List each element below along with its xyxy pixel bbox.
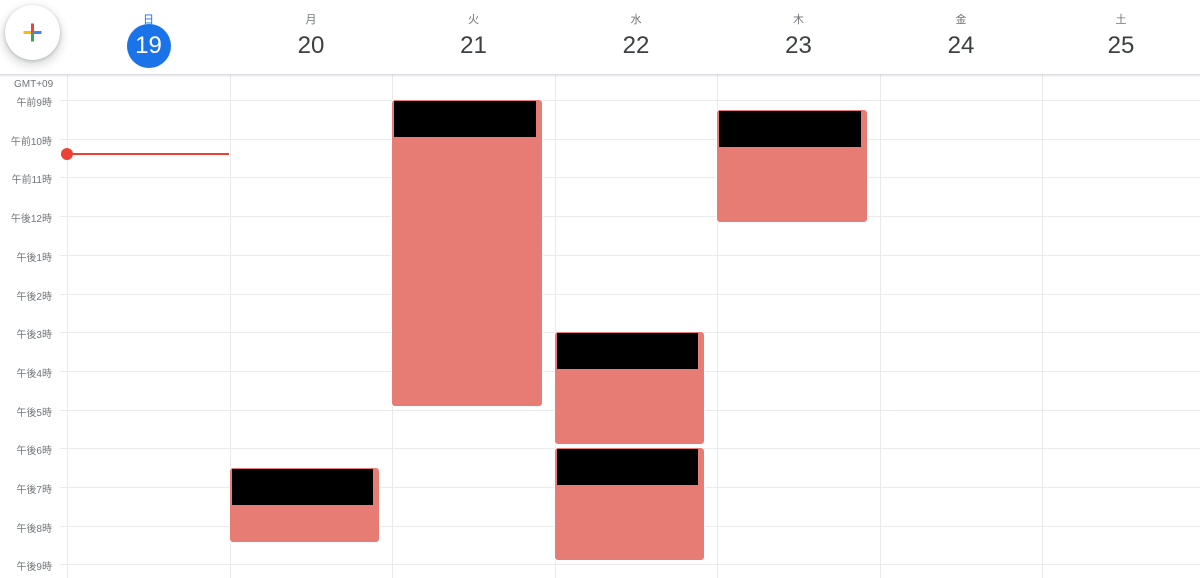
create-button[interactable] (5, 5, 60, 60)
hour-label: 午後4時 (16, 369, 52, 380)
day-of-week-label: 木 (793, 14, 804, 26)
hour-label: 午後5時 (16, 408, 52, 419)
time-grid[interactable]: 午前9時午前10時午前11時午後12時午後1時午後2時午後3時午後4時午後5時午… (0, 74, 1200, 578)
hour-label: 午後12時 (10, 214, 52, 225)
hour-label: 午後6時 (16, 446, 52, 457)
timezone-label: GMT+09 (14, 79, 54, 90)
day-number-button[interactable]: 24 (947, 32, 975, 59)
day-of-week-label: 金 (955, 14, 967, 26)
day-number-button[interactable]: 19 (126, 24, 171, 68)
hour-label: 午前10時 (10, 137, 52, 148)
hour-gridline (60, 100, 1200, 101)
hour-label: 午前9時 (16, 98, 52, 109)
day-number-button[interactable]: 22 (622, 32, 650, 59)
day-header-19: 日 19 (67, 0, 230, 74)
day-header-24: 金 24 (880, 0, 1042, 74)
hour-label: 午前11時 (11, 175, 52, 186)
google-plus-icon (23, 23, 42, 42)
hour-gridline (60, 564, 1200, 565)
day-column-divider (717, 74, 718, 578)
hour-label: 午後2時 (16, 292, 52, 303)
day-column-divider (230, 74, 231, 578)
day-header-21: 火 21 (392, 0, 555, 74)
day-of-week-label: 月 (305, 14, 317, 26)
redacted-event-title (557, 333, 698, 369)
calendar-event[interactable] (717, 110, 867, 222)
week-header: 日 19 月 20 火 21 水 22 木 23 金 24 土 25 (0, 0, 1200, 75)
current-time-dot (61, 148, 73, 160)
day-column-divider (880, 74, 881, 578)
hour-gridline (60, 139, 1200, 140)
hour-label: 午後3時 (16, 330, 52, 341)
hour-gridline (60, 177, 1200, 178)
day-number-button[interactable]: 20 (297, 32, 325, 59)
day-column-divider (67, 74, 68, 578)
day-header-23: 木 23 (717, 0, 880, 74)
redacted-event-title (394, 101, 536, 137)
day-column-divider (555, 74, 556, 578)
hour-label: 午後7時 (16, 485, 52, 496)
hour-gridline (60, 294, 1200, 295)
calendar-event[interactable] (555, 332, 704, 444)
day-of-week-label: 土 (1115, 14, 1127, 26)
day-header-25: 土 25 (1042, 0, 1200, 74)
day-of-week-label: 火 (468, 14, 479, 26)
day-of-week-label: 日 (143, 14, 154, 26)
redacted-event-title (232, 469, 373, 505)
day-of-week-label: 水 (630, 14, 642, 26)
day-column-divider (1042, 74, 1043, 578)
calendar-event[interactable] (555, 448, 704, 560)
day-number-button[interactable]: 25 (1107, 32, 1135, 59)
hour-label: 午後8時 (16, 524, 52, 535)
hour-gridline (60, 255, 1200, 256)
calendar-event[interactable] (230, 468, 379, 542)
day-header-22: 水 22 (555, 0, 717, 74)
day-number-button[interactable]: 23 (785, 32, 812, 59)
current-time-line (67, 153, 229, 155)
hour-label: 午後1時 (16, 253, 52, 264)
day-number-button[interactable]: 21 (460, 32, 487, 59)
calendar-event[interactable] (392, 100, 542, 406)
hour-label: 午後9時 (16, 562, 52, 573)
day-header-20: 月 20 (230, 0, 392, 74)
redacted-event-title (719, 111, 861, 147)
hour-gridline (60, 216, 1200, 217)
redacted-event-title (557, 449, 698, 485)
